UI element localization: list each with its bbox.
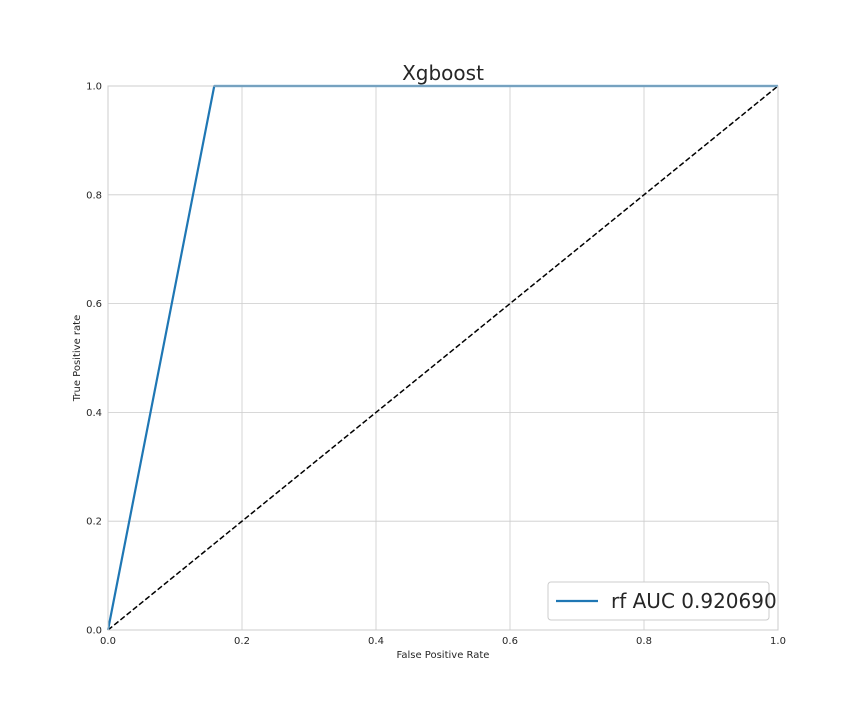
y-tick-label-5: 1.0 <box>86 82 102 93</box>
y-axis-label: True Positive rate <box>72 315 83 402</box>
x-tick-labels: 0.0 0.2 0.4 0.6 0.8 1.0 <box>100 636 786 647</box>
x-tick-label-4: 0.8 <box>636 636 652 647</box>
y-tick-label-2: 0.4 <box>86 408 102 419</box>
y-tick-label-3: 0.6 <box>86 299 102 310</box>
y-tick-label-4: 0.8 <box>86 190 102 201</box>
x-tick-label-0: 0.0 <box>100 636 116 647</box>
x-axis-label: False Positive Rate <box>397 650 490 661</box>
legend-label-rf: rf AUC 0.920690 <box>611 589 777 613</box>
chart-title: Xgboost <box>402 61 484 85</box>
axes-frame <box>107 85 779 631</box>
y-tick-labels: 0.0 0.2 0.4 0.6 0.8 1.0 <box>86 82 102 637</box>
legend-box <box>547 581 770 621</box>
legend: rf AUC 0.920690 <box>547 581 777 621</box>
plot-area <box>108 86 778 630</box>
x-tick-label-2: 0.4 <box>368 636 384 647</box>
x-tick-label-1: 0.2 <box>234 636 250 647</box>
y-tick-label-0: 0.0 <box>86 626 102 637</box>
x-tick-label-3: 0.6 <box>502 636 518 647</box>
plot-frame <box>107 85 779 631</box>
y-tick-label-1: 0.2 <box>86 517 102 528</box>
x-tick-label-5: 1.0 <box>770 636 786 647</box>
